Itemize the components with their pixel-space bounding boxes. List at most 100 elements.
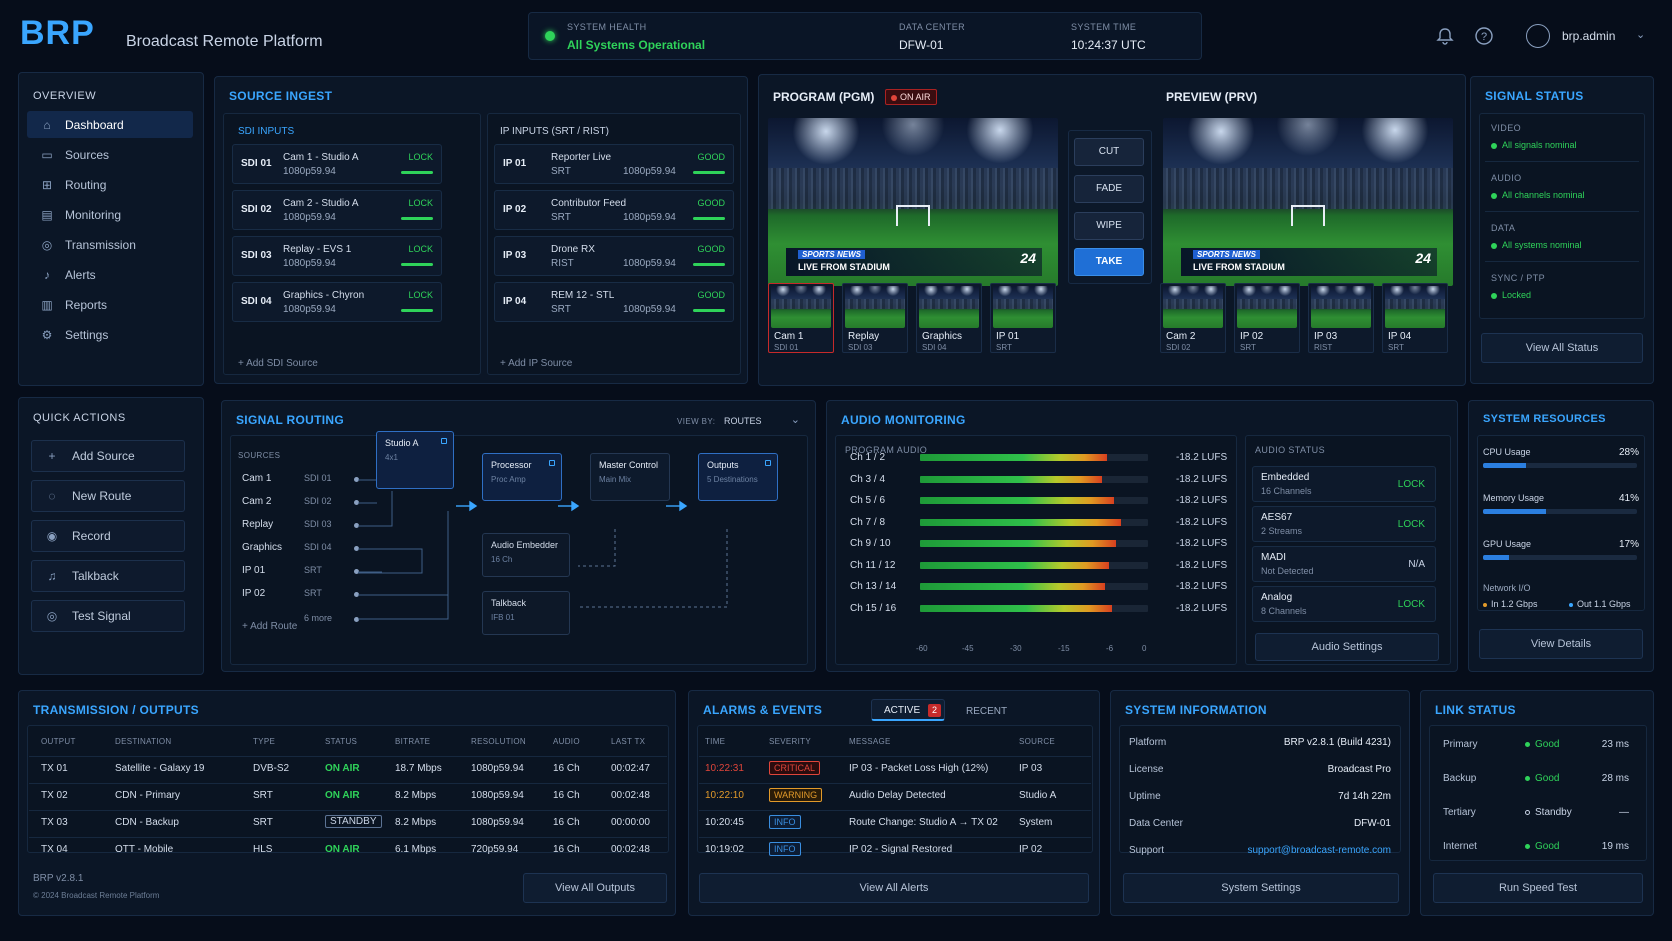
thumbnail-name: IP 01: [996, 331, 1020, 342]
sidebar-item-sources[interactable]: ▭ Sources: [27, 141, 193, 168]
user-menu[interactable]: brp.admin ⌄: [1526, 22, 1656, 50]
view-all-status-button[interactable]: View All Status: [1481, 333, 1643, 363]
audio-loudness: -18.2 LUFS: [1176, 495, 1228, 506]
ip-source-row[interactable]: IP 02 Contributor Feed SRT 1080p59.94 GOOD: [494, 190, 734, 230]
sidebar-item-transmission[interactable]: ◎ Transmission: [27, 231, 193, 258]
audio-status-sub: 16 Channels: [1261, 486, 1312, 496]
node-settings-icon: [765, 460, 771, 466]
bell-icon[interactable]: [1435, 26, 1455, 46]
source-thumbnail[interactable]: IP 03 RIST: [1308, 283, 1374, 353]
route-icon: ◌: [48, 489, 56, 503]
resource-bar: [1483, 509, 1637, 514]
run-speed-test-button[interactable]: Run Speed Test: [1433, 873, 1643, 903]
table-row[interactable]: [29, 837, 667, 838]
ip-inputs-title: IP INPUTS (SRT / RIST): [500, 126, 609, 137]
audio-embedder-name: Audio Embedder: [491, 540, 559, 550]
route-source-name[interactable]: IP 01: [242, 565, 266, 576]
sdi-source-row[interactable]: SDI 03 Replay - EVS 1 1080p59.94 LOCK: [232, 236, 442, 276]
audio-channel-label: Ch 1 / 2: [850, 452, 886, 463]
add-sdi-source-button[interactable]: + Add SDI Source: [238, 358, 318, 369]
processor-node[interactable]: Processor Proc Amp: [482, 453, 562, 501]
table-row[interactable]: [699, 783, 1091, 784]
sidebar-item-alerts[interactable]: ♪ Alerts: [27, 261, 193, 288]
wipe-button[interactable]: WIPE: [1074, 212, 1144, 240]
source-thumbnail[interactable]: Cam 2 SDI 02: [1160, 283, 1226, 353]
table-row[interactable]: [29, 810, 667, 811]
route-source-name[interactable]: IP 02: [242, 588, 266, 599]
signal-value: All channels nominal: [1491, 190, 1585, 200]
audio-settings-button[interactable]: Audio Settings: [1255, 633, 1439, 661]
add-source-button[interactable]: + Add Source: [31, 440, 185, 472]
table-row[interactable]: [29, 756, 667, 757]
route-source-name[interactable]: Replay: [242, 519, 274, 530]
tab-recent[interactable]: RECENT: [966, 706, 1008, 717]
record-button[interactable]: ◉ Record: [31, 520, 185, 552]
source-thumbnail[interactable]: IP 04 SRT: [1382, 283, 1448, 353]
talkback-button[interactable]: ♫ Talkback: [31, 560, 185, 592]
sdi-source-row[interactable]: SDI 02 Cam 2 - Studio A 1080p59.94 LOCK: [232, 190, 442, 230]
take-button[interactable]: TAKE: [1074, 248, 1144, 276]
ip-source-row[interactable]: IP 04 REM 12 - STL SRT 1080p59.94 GOOD: [494, 282, 734, 322]
view-details-button[interactable]: View Details: [1479, 629, 1643, 659]
talkback-sub: IFB 01: [491, 613, 515, 622]
sidebar-item-reports[interactable]: ▥ Reports: [27, 291, 193, 318]
source-thumbnail[interactable]: Replay SDI 03: [842, 283, 908, 353]
more-sources[interactable]: 6 more: [304, 613, 333, 623]
preview-monitor: SPORTS NEWS LIVE FROM STADIUM 24: [1163, 118, 1453, 286]
sidebar-item-monitoring[interactable]: ▤ Monitoring: [27, 201, 193, 228]
view-by-select[interactable]: ROUTES ⌄: [720, 413, 804, 431]
cut-button[interactable]: CUT: [1074, 138, 1144, 166]
table-row[interactable]: [699, 756, 1091, 757]
thumbnail-image: [1311, 286, 1371, 328]
alarm-source: Studio A: [1019, 790, 1057, 801]
system-settings-button[interactable]: System Settings: [1123, 873, 1399, 903]
audio-status-row: Embedded 16 Channels LOCK: [1252, 466, 1436, 502]
transmission-panel: TRANSMISSION / OUTPUTS OUTPUT DESTINATION…: [18, 690, 676, 916]
route-source-port: SDI 04: [304, 542, 332, 552]
sdi-source-row[interactable]: SDI 04 Graphics - Chyron 1080p59.94 LOCK: [232, 282, 442, 322]
table-row[interactable]: [29, 783, 667, 784]
talkback-node[interactable]: Talkback IFB 01: [482, 591, 570, 635]
source-thumbnail[interactable]: Cam 1 SDI 01: [768, 283, 834, 353]
link-status: Good: [1525, 739, 1559, 750]
sdi-source-row[interactable]: SDI 01 Cam 1 - Studio A 1080p59.94 LOCK: [232, 144, 442, 184]
info-value: BRP v2.8.1 (Build 4231): [1283, 737, 1391, 748]
alarm-source: IP 03: [1019, 763, 1043, 774]
help-icon[interactable]: ?: [1474, 26, 1494, 46]
source-thumbnail[interactable]: IP 01 SRT: [990, 283, 1056, 353]
table-row[interactable]: [699, 810, 1091, 811]
tx-column-header: AUDIO: [553, 737, 580, 746]
outputs-node[interactable]: Outputs 5 Destinations: [698, 453, 778, 501]
route-source-name[interactable]: Cam 1: [242, 473, 272, 484]
signal-level-bar: [693, 171, 725, 174]
add-route-button[interactable]: + Add Route: [242, 621, 298, 632]
fade-button[interactable]: FADE: [1074, 175, 1144, 203]
source-thumbnail[interactable]: Graphics SDI 04: [916, 283, 982, 353]
studio-a-node[interactable]: Studio A 4x1: [376, 431, 454, 489]
table-row[interactable]: [699, 837, 1091, 838]
new-route-button[interactable]: ◌ New Route: [31, 480, 185, 512]
sdi-inputs-title: SDI INPUTS: [238, 126, 295, 137]
route-source-name[interactable]: Cam 2: [242, 496, 272, 507]
route-source-name[interactable]: Graphics: [242, 542, 283, 553]
view-all-outputs-button[interactable]: View All Outputs: [523, 873, 667, 903]
sidebar-item-dashboard[interactable]: ⌂ Dashboard: [27, 111, 193, 138]
source-protocol: SRT: [551, 304, 571, 315]
source-thumbnail[interactable]: IP 02 SRT: [1234, 283, 1300, 353]
view-all-alerts-button[interactable]: View All Alerts: [699, 873, 1089, 903]
sidebar-item-routing[interactable]: ⊞ Routing: [27, 171, 193, 198]
tab-active[interactable]: ACTIVE 2: [871, 699, 945, 721]
audio-embedder-node[interactable]: Audio Embedder 16 Ch: [482, 533, 570, 577]
master-control-node[interactable]: Master Control Main Mix: [590, 453, 670, 501]
ip-source-row[interactable]: IP 03 Drone RX RIST 1080p59.94 GOOD: [494, 236, 734, 276]
link-status-text: Good: [1535, 773, 1560, 784]
source-name: Replay - EVS 1: [283, 244, 352, 255]
sidebar-item-settings[interactable]: ⚙ Settings: [27, 321, 193, 348]
tx-cell: 720p59.94: [471, 844, 519, 855]
add-ip-source-button[interactable]: + Add IP Source: [500, 358, 573, 369]
sidebar-item-label: Routing: [65, 177, 107, 192]
system-resources-panel: SYSTEM RESOURCES CPU Usage 28% Memory Usag…: [1468, 400, 1654, 672]
test-signal-button[interactable]: ◎ Test Signal: [31, 600, 185, 632]
ip-source-row[interactable]: IP 01 Reporter Live SRT 1080p59.94 GOOD: [494, 144, 734, 184]
support-email-link[interactable]: support@broadcast-remote.com: [1247, 845, 1391, 856]
